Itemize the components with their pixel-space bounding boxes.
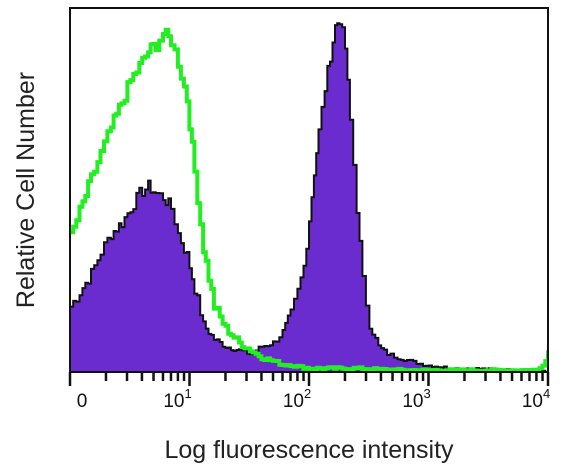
x-tick-label: 0 — [77, 391, 88, 412]
x-axis-ticks — [68, 372, 550, 386]
y-axis-title: Relative Cell Number — [12, 72, 40, 308]
x-axis-tick-labels: 0 101 102 103 104 — [77, 386, 550, 412]
plot-area — [70, 22, 548, 372]
x-tick-label: 101 — [163, 386, 191, 412]
x-tick-label: 103 — [402, 386, 430, 412]
x-axis-title: Log fluorescence intensity — [164, 436, 454, 464]
filled-histogram-area — [70, 23, 548, 372]
control-histogram-line — [70, 27, 548, 372]
x-tick-label: 102 — [283, 386, 311, 412]
x-tick-label: 104 — [522, 386, 550, 412]
